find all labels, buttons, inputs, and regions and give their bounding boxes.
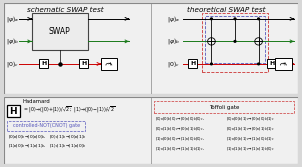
Bar <box>101 58 117 70</box>
Text: $|\psi\rangle_a$: $|\psi\rangle_a$ <box>6 14 19 24</box>
Text: H: H <box>81 61 86 66</box>
Text: controlled-NOT(CNOT) gate: controlled-NOT(CNOT) gate <box>12 123 80 128</box>
Circle shape <box>233 40 237 43</box>
Circle shape <box>210 62 213 65</box>
Text: $|1\rangle_a|0\rangle_b\!\rightarrow\!|1\rangle_a|1\rangle_b,$  $|1\rangle_a|1\r: $|1\rangle_a|0\rangle_b\!\rightarrow\!|1… <box>8 143 87 150</box>
Text: schematic SWAP test: schematic SWAP test <box>27 7 104 13</box>
Bar <box>7 105 20 117</box>
Text: H: H <box>190 61 195 66</box>
Text: H: H <box>41 61 46 66</box>
Text: $|\varphi\rangle_b$: $|\varphi\rangle_b$ <box>167 36 181 46</box>
Text: $|0\rangle_a|0\rangle_b\!\rightarrow\!|0\rangle_a|0\rangle_b,$  $|0\rangle_a|1\r: $|0\rangle_a|0\rangle_b\!\rightarrow\!|0… <box>8 134 87 141</box>
Circle shape <box>233 17 237 20</box>
Bar <box>32 13 88 50</box>
Text: Toffoli gate: Toffoli gate <box>209 105 239 110</box>
Circle shape <box>257 17 260 20</box>
Text: $|1\rangle_a|0\rangle_b|1\rangle_c\!\rightarrow\!|1\rangle_a|0\rangle_b|1\rangle: $|1\rangle_a|0\rangle_b|1\rangle_c\!\rig… <box>226 136 275 143</box>
Text: Hadamard: Hadamard <box>23 99 50 104</box>
Text: $|0\rangle_a|0\rangle_b|0\rangle_c\!\rightarrow\!|0\rangle_a|0\rangle_b|0\rangle: $|0\rangle_a|0\rangle_b|0\rangle_c\!\rig… <box>155 116 205 123</box>
Text: $|\varphi\rangle_b$: $|\varphi\rangle_b$ <box>6 36 19 46</box>
Text: SWAP: SWAP <box>49 27 70 36</box>
Circle shape <box>210 17 213 20</box>
Text: $|1\rangle_a|1\rangle_b|1\rangle_c\!\rightarrow\!|1\rangle_a|1\rangle_b|0\rangle: $|1\rangle_a|1\rangle_b|1\rangle_c\!\rig… <box>226 146 275 153</box>
Bar <box>79 59 88 68</box>
Text: $|1\rangle_a|1\rangle_b|0\rangle_c\!\rightarrow\!|1\rangle_a|1\rangle_b|1\rangle: $|1\rangle_a|1\rangle_b|0\rangle_c\!\rig… <box>155 146 205 153</box>
Text: theoretical SWAP test: theoretical SWAP test <box>187 7 265 13</box>
Text: $|0\rangle_a|1\rangle_b|1\rangle_c\!\rightarrow\!|0\rangle_a|1\rangle_b|1\rangle: $|0\rangle_a|1\rangle_b|1\rangle_c\!\rig… <box>226 126 275 133</box>
Bar <box>268 59 277 68</box>
Text: $|0\rangle_c$: $|0\rangle_c$ <box>6 59 19 69</box>
Text: $|0\rangle_c$: $|0\rangle_c$ <box>167 59 180 69</box>
Text: H: H <box>10 107 17 116</box>
FancyArrowPatch shape <box>137 36 165 46</box>
Text: $|0\rangle_a|0\rangle_b|1\rangle_c\!\rightarrow\!|0\rangle_a|0\rangle_b|1\rangle: $|0\rangle_a|0\rangle_b|1\rangle_c\!\rig… <box>226 116 275 123</box>
Text: $|0\rangle_a|1\rangle_b|0\rangle_c\!\rightarrow\!|0\rangle_a|1\rangle_b|0\rangle: $|0\rangle_a|1\rangle_b|0\rangle_c\!\rig… <box>155 126 205 133</box>
Bar <box>275 58 292 70</box>
Bar <box>188 59 197 68</box>
Bar <box>39 59 48 68</box>
Text: H: H <box>269 61 275 66</box>
Text: $|\psi\rangle_a$: $|\psi\rangle_a$ <box>167 14 180 24</box>
Text: $|1\rangle_a|0\rangle_b|0\rangle_c\!\rightarrow\!|1\rangle_a|0\rangle_b|0\rangle: $|1\rangle_a|0\rangle_b|0\rangle_c\!\rig… <box>155 136 205 143</box>
Circle shape <box>257 62 260 65</box>
Text: $= |0\rangle\!\rightarrow\!(|0\rangle\!+\!|1\rangle)/\sqrt{2};\ |1\rangle\!\righ: $= |0\rangle\!\rightarrow\!(|0\rangle\!+… <box>23 106 116 115</box>
